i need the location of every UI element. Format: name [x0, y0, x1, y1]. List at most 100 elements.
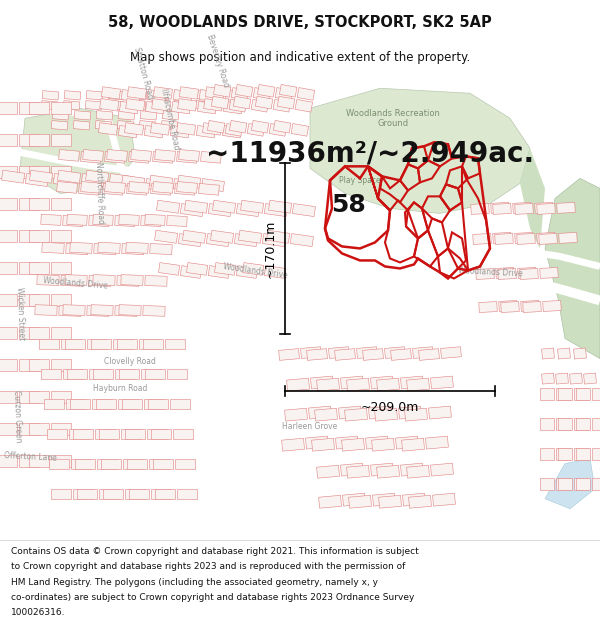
Polygon shape [540, 388, 554, 399]
Polygon shape [52, 111, 69, 120]
Polygon shape [540, 478, 554, 490]
Polygon shape [292, 204, 316, 216]
Polygon shape [371, 463, 394, 476]
Polygon shape [91, 305, 113, 316]
Polygon shape [407, 378, 430, 391]
Polygon shape [234, 234, 257, 247]
Polygon shape [64, 91, 81, 100]
Polygon shape [167, 216, 187, 226]
Polygon shape [200, 151, 221, 163]
Polygon shape [236, 204, 259, 216]
Polygon shape [225, 124, 242, 136]
Polygon shape [125, 429, 145, 439]
Text: Contains OS data © Crown copyright and database right 2021. This information is : Contains OS data © Crown copyright and d… [11, 548, 419, 556]
Text: Map shows position and indicative extent of the property.: Map shows position and indicative extent… [130, 51, 470, 64]
Polygon shape [241, 200, 264, 213]
Polygon shape [117, 339, 137, 349]
Polygon shape [407, 465, 430, 478]
Polygon shape [0, 166, 17, 178]
Polygon shape [70, 399, 90, 409]
Polygon shape [251, 121, 269, 133]
Polygon shape [247, 124, 265, 136]
Polygon shape [128, 181, 149, 193]
Polygon shape [29, 326, 49, 339]
Polygon shape [148, 399, 168, 409]
Polygon shape [257, 84, 275, 97]
Polygon shape [101, 87, 121, 99]
Polygon shape [73, 429, 93, 439]
Polygon shape [253, 88, 271, 100]
Polygon shape [87, 306, 109, 316]
Polygon shape [239, 230, 262, 243]
Polygon shape [201, 179, 224, 191]
Polygon shape [365, 436, 388, 449]
Polygon shape [520, 269, 538, 279]
Polygon shape [115, 369, 135, 379]
Polygon shape [290, 234, 313, 247]
Polygon shape [51, 102, 71, 114]
Polygon shape [108, 91, 125, 100]
Polygon shape [338, 406, 361, 419]
Polygon shape [264, 266, 286, 278]
Polygon shape [79, 184, 100, 195]
Polygon shape [473, 234, 491, 244]
Polygon shape [150, 244, 172, 254]
Polygon shape [275, 88, 293, 100]
Polygon shape [145, 179, 169, 191]
Polygon shape [115, 306, 137, 316]
Polygon shape [77, 489, 97, 499]
Polygon shape [0, 422, 17, 434]
Polygon shape [440, 347, 461, 359]
Polygon shape [319, 495, 341, 508]
Polygon shape [428, 406, 451, 419]
Polygon shape [559, 232, 577, 243]
Text: Northcliffe Road: Northcliffe Road [94, 162, 106, 224]
Text: 58, WOODLANDS DRIVE, STOCKPORT, SK2 5AP: 58, WOODLANDS DRIVE, STOCKPORT, SK2 5AP [108, 16, 492, 31]
Polygon shape [172, 101, 191, 114]
Polygon shape [29, 422, 49, 434]
Polygon shape [557, 348, 571, 359]
Polygon shape [176, 122, 196, 135]
Polygon shape [592, 478, 600, 490]
Polygon shape [41, 369, 61, 379]
Polygon shape [371, 376, 394, 389]
Polygon shape [556, 388, 570, 399]
Polygon shape [0, 262, 17, 274]
Polygon shape [558, 388, 572, 399]
Polygon shape [0, 326, 17, 339]
Polygon shape [117, 121, 134, 130]
Polygon shape [89, 276, 111, 286]
Polygon shape [73, 121, 90, 130]
Polygon shape [149, 175, 173, 188]
Polygon shape [121, 429, 141, 439]
Text: 100026316.: 100026316. [11, 608, 65, 617]
Text: to Crown copyright and database rights 2023 and is reproduced with the permissio: to Crown copyright and database rights 2… [11, 562, 405, 571]
Polygon shape [122, 244, 144, 254]
Polygon shape [317, 465, 340, 478]
Polygon shape [127, 184, 148, 195]
Polygon shape [20, 108, 135, 193]
Polygon shape [362, 349, 383, 361]
Polygon shape [197, 101, 217, 114]
Polygon shape [47, 429, 67, 439]
Text: Hayburn Road: Hayburn Road [93, 384, 147, 392]
Polygon shape [128, 151, 149, 163]
Polygon shape [145, 369, 165, 379]
Polygon shape [49, 459, 69, 469]
Polygon shape [151, 489, 171, 499]
Polygon shape [93, 214, 113, 226]
Polygon shape [65, 339, 85, 349]
Polygon shape [518, 268, 536, 278]
Polygon shape [100, 99, 119, 111]
Polygon shape [51, 422, 71, 434]
Text: Woodlands Drive: Woodlands Drive [223, 262, 287, 281]
Polygon shape [139, 121, 156, 130]
Polygon shape [2, 170, 25, 183]
Polygon shape [556, 373, 568, 384]
Text: Wicken Street: Wicken Street [14, 287, 25, 341]
Polygon shape [122, 175, 145, 188]
Polygon shape [182, 230, 206, 243]
Polygon shape [126, 242, 148, 253]
Polygon shape [69, 429, 89, 439]
Polygon shape [539, 234, 557, 244]
